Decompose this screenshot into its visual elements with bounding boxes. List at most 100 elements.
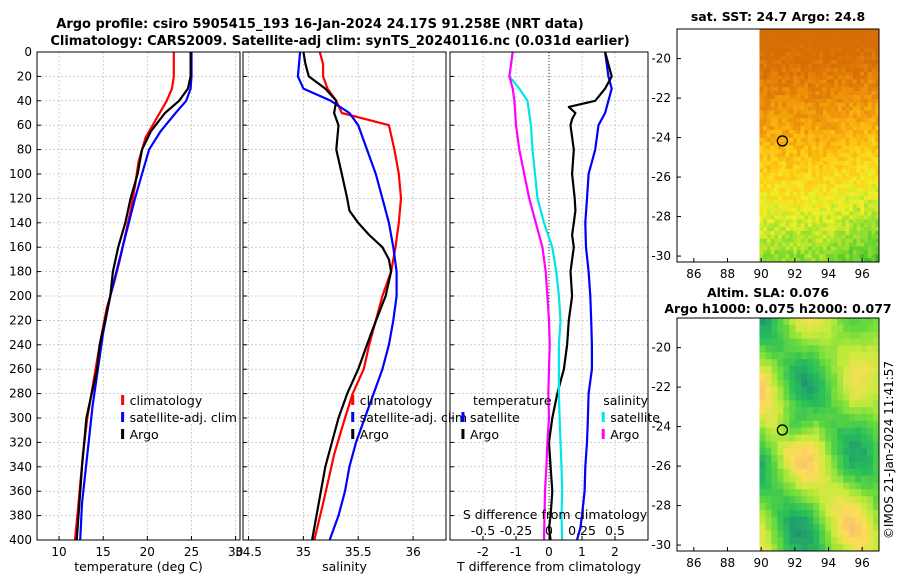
heatmap-cell bbox=[804, 195, 809, 201]
heatmap-cell bbox=[849, 448, 856, 456]
heatmap-cell bbox=[777, 516, 784, 524]
heatmap-cell bbox=[815, 168, 820, 174]
heatmap-cell bbox=[770, 180, 775, 185]
heatmap-cell bbox=[808, 195, 813, 201]
heatmap-cell bbox=[793, 254, 798, 259]
heatmap-cell bbox=[845, 168, 850, 174]
heatmap-cell bbox=[796, 207, 801, 212]
heatmap-cell bbox=[793, 129, 798, 135]
heatmap-cell bbox=[845, 63, 850, 69]
heatmap-cell bbox=[834, 60, 839, 65]
heatmap-cell bbox=[822, 168, 828, 174]
heatmap-cell bbox=[822, 71, 828, 76]
heatmap-cell bbox=[834, 258, 839, 263]
heatmap-cell bbox=[849, 455, 856, 463]
heatmap-cell bbox=[841, 114, 846, 119]
heatmap-cell bbox=[804, 168, 809, 174]
heatmap-cell bbox=[861, 434, 868, 442]
heatmap-cell bbox=[774, 246, 779, 251]
heatmap-cell bbox=[765, 461, 772, 470]
heatmap-cell bbox=[770, 157, 775, 162]
heatmap-cell bbox=[804, 246, 809, 251]
heatmap-cell bbox=[867, 153, 872, 158]
heatmap-cell bbox=[871, 95, 876, 100]
heatmap-cell bbox=[856, 79, 861, 84]
heatmap-cell bbox=[796, 219, 801, 224]
heatmap-cell bbox=[831, 509, 838, 518]
heatmap-cell bbox=[841, 29, 846, 34]
heatmap-cell bbox=[774, 153, 779, 158]
heatmap-cell bbox=[845, 137, 850, 143]
heatmap-cell bbox=[837, 482, 844, 490]
heatmap-cell bbox=[783, 537, 790, 545]
heatmap-cell bbox=[826, 164, 831, 170]
heatmap-cell bbox=[834, 164, 839, 170]
heatmap-cell bbox=[822, 223, 828, 228]
heatmap-cell bbox=[837, 413, 844, 422]
heatmap-cell bbox=[785, 230, 790, 236]
heatmap-cell bbox=[808, 40, 813, 45]
heatmap-cell bbox=[766, 227, 772, 232]
heatmap-cell bbox=[804, 192, 809, 197]
heatmap-cell bbox=[871, 87, 876, 92]
heatmap-cell bbox=[759, 83, 764, 88]
heatmap-cell bbox=[763, 157, 768, 162]
heatmap-cell bbox=[813, 544, 820, 552]
heatmap-cell bbox=[849, 407, 856, 415]
heatmap-cell bbox=[860, 153, 865, 158]
heatmap-cell bbox=[804, 52, 809, 57]
heatmap-cell bbox=[875, 192, 880, 197]
heatmap-cell bbox=[766, 238, 772, 243]
heatmap-cell bbox=[811, 203, 816, 209]
heatmap-cell bbox=[864, 188, 869, 193]
heatmap-cell bbox=[825, 345, 832, 353]
heatmap-cell bbox=[811, 172, 816, 177]
heatmap-cell bbox=[822, 192, 828, 197]
heatmap-cell bbox=[781, 29, 787, 34]
heatmap-cell bbox=[808, 203, 813, 209]
heatmap-cell bbox=[834, 71, 839, 76]
heatmap-cell bbox=[777, 482, 784, 490]
heatmap-cell bbox=[789, 475, 796, 483]
heatmap-cell bbox=[875, 227, 880, 232]
heatmap-cell bbox=[819, 227, 824, 232]
heatmap-cell bbox=[777, 393, 784, 401]
heatmap-cell bbox=[825, 407, 832, 415]
heatmap-cell bbox=[867, 36, 872, 42]
heatmap-cell bbox=[819, 461, 826, 470]
heatmap-cell bbox=[830, 157, 835, 162]
heatmap-cell bbox=[785, 91, 790, 96]
heatmap-cell bbox=[785, 126, 790, 131]
heatmap-cell bbox=[793, 223, 798, 228]
heatmap-cell bbox=[811, 137, 816, 143]
heatmap-cell bbox=[841, 168, 846, 174]
heatmap-cell bbox=[856, 83, 861, 88]
heatmap-cell bbox=[778, 207, 783, 212]
heatmap-cell bbox=[789, 44, 794, 49]
heatmap-cell bbox=[808, 149, 813, 154]
heatmap-cell bbox=[843, 544, 850, 552]
heatmap-cell bbox=[808, 137, 813, 143]
heatmap-cell bbox=[819, 448, 826, 456]
heatmap-cell bbox=[873, 489, 880, 497]
heatmap-cell bbox=[861, 537, 868, 545]
heatmap-cell bbox=[765, 503, 772, 511]
heatmap-cell bbox=[763, 223, 768, 228]
heatmap-cell bbox=[819, 122, 824, 127]
heatmap-cell bbox=[804, 71, 809, 76]
heatmap-cell bbox=[837, 475, 844, 483]
heatmap-cell bbox=[834, 141, 839, 146]
heatmap-cell bbox=[789, 455, 796, 463]
heatmap-cell bbox=[778, 67, 783, 73]
heatmap-cell bbox=[875, 254, 880, 259]
heatmap-cell bbox=[864, 83, 869, 88]
heatmap-cell bbox=[801, 455, 808, 463]
heatmap-cell bbox=[871, 122, 876, 127]
heatmap-cell bbox=[837, 246, 843, 251]
heatmap-cell bbox=[800, 223, 805, 228]
heatmap-cell bbox=[793, 114, 798, 119]
heatmap-cell bbox=[815, 106, 820, 111]
heatmap-cell bbox=[778, 227, 783, 232]
heatmap-cell bbox=[830, 52, 835, 57]
heatmap-cell bbox=[837, 427, 844, 435]
